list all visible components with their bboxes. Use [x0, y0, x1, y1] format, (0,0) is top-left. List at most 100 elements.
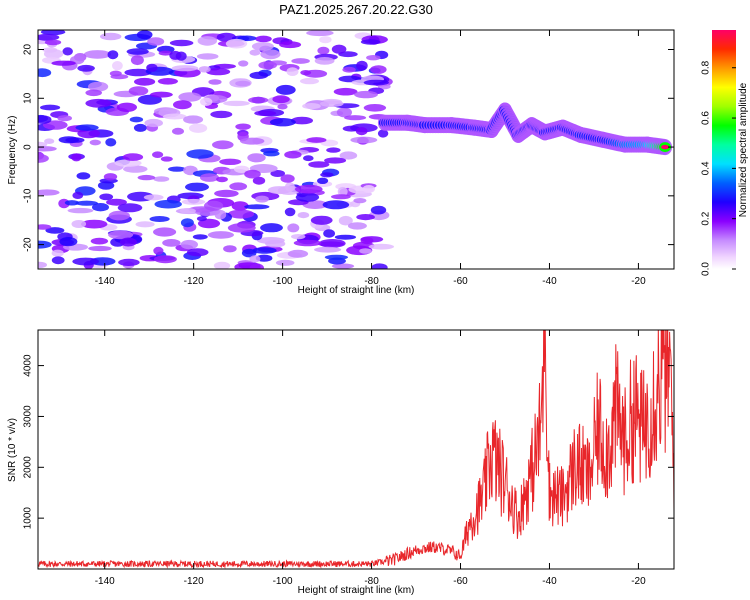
spectrogram-noise-blob: [38, 189, 60, 196]
spectrogram-noise-blob: [123, 165, 148, 173]
spectrogram-noise-blob: [260, 223, 283, 233]
spectrogram-noise-blob: [134, 77, 156, 86]
spectrogram-noise-blob: [249, 255, 261, 263]
spectrogram-noise-blob: [231, 201, 249, 211]
spectrogram-noise-blob: [252, 247, 277, 254]
colorbar-tick-label: 0.8: [701, 60, 712, 74]
y-tick-label: 4000: [23, 354, 34, 377]
spectrogram-noise-blob: [317, 177, 329, 184]
spectrogram-noise-blob: [214, 209, 227, 220]
spectrogram-noise-blob: [337, 186, 348, 197]
spectrogram-noise-blob: [303, 155, 314, 162]
spectrogram-noise-blob: [105, 138, 117, 147]
x-tick-label: -40: [542, 576, 557, 587]
spectrogram-noise-blob: [306, 30, 334, 37]
spectrogram-noise-blob: [287, 249, 309, 258]
spectrogram-noise-blob: [293, 239, 322, 247]
spectrogram-noise-blob: [286, 67, 299, 76]
spectrogram-noise-blob: [334, 234, 356, 240]
spectrogram-noise-blob: [38, 115, 52, 124]
spectrogram-noise-blob: [62, 47, 73, 56]
spectrogram-noise-blob: [196, 53, 219, 60]
spectrogram-noise-blob: [189, 123, 208, 133]
spectrogram-noise-blob: [169, 50, 182, 60]
spectrogram-noise-blob: [279, 41, 302, 49]
spectrogram-noise-blob: [300, 70, 312, 76]
snr-series-line: [38, 330, 674, 569]
spectrogram-noise-blob: [287, 223, 300, 233]
figure-title: PAZ1.2025.267.20.22.G30: [279, 2, 433, 17]
spectrogram-noise-blob: [371, 263, 388, 269]
spectrogram-noise-blob: [270, 170, 286, 177]
spectrogram-noise-blob: [377, 129, 389, 138]
colorbar-gradient: [712, 30, 736, 269]
spectrogram-noise-blob: [227, 209, 255, 219]
spectrogram-noise-blob: [168, 166, 186, 172]
spectrogram-noise-blob: [103, 173, 118, 181]
colorbar-tick-label: 0.0: [701, 262, 712, 276]
spectrogram-noise-blob: [153, 255, 177, 264]
spectrogram-noise-blob: [117, 203, 143, 213]
spectrogram-noise-blob: [314, 246, 342, 253]
spectrogram-noise-blob: [71, 153, 82, 162]
spectrogram-noise-blob: [354, 90, 378, 99]
spectrogram-noise-blob: [241, 248, 257, 258]
x-tick-label: -60: [453, 276, 468, 287]
colorbar: 0.0 0.2 0.4 0.6 0.8 Normalized spectral ampl…: [701, 30, 749, 276]
spectrogram-noise-blob: [186, 248, 209, 257]
spectrogram-noise-blob: [136, 30, 153, 40]
y-tick-label: 2000: [23, 456, 34, 479]
spectrogram-noise-blob: [45, 227, 65, 234]
spectrogram-noise-blob: [106, 198, 127, 206]
snr-y-label: SNR (10 * v/v): [7, 418, 18, 482]
spectrogram-noise-blob: [244, 204, 270, 210]
spectrogram-noise-blob: [135, 221, 155, 228]
spectrogram-noise-blob: [129, 116, 144, 123]
spectrogram-noise-blob: [324, 254, 348, 260]
spectrogram-noise-blob: [284, 150, 302, 159]
spectrogram-noise-blob: [238, 60, 249, 67]
spectrogram-panel: -140 -120 -100 -80 -60 -40 -20 20 10 0 -10 -20 Heig…: [7, 29, 675, 296]
spectrogram-noise-blob: [38, 240, 52, 249]
spectrogram-noise-blob: [320, 172, 334, 178]
spectrogram-noise-blob: [42, 47, 58, 53]
spectrogram-noise-blob: [360, 237, 374, 245]
snr-x-label: Height of straight line (km): [298, 585, 415, 596]
spectrogram-noise-blob: [51, 249, 64, 257]
spectrogram-noise-blob: [75, 200, 98, 206]
spectrogram-y-label: Frequency (Hz): [7, 116, 18, 185]
spectrogram-noise-blob: [204, 200, 224, 211]
spectrogram-noise-blob: [71, 220, 87, 228]
spectrogram-noise-blob: [160, 156, 173, 162]
colorbar-tick-label: 0.6: [701, 111, 712, 125]
x-tick-label: -40: [542, 276, 557, 287]
spectrogram-noise-blob: [112, 60, 123, 71]
spectrogram-noise-blob: [258, 61, 278, 70]
spectrogram-noise-blob: [146, 63, 158, 72]
x-tick-label: -100: [273, 576, 293, 587]
spectrogram-noise-blob: [157, 78, 178, 85]
spectrogram-noise-blob: [223, 245, 237, 253]
spectrogram-noise-blob: [43, 120, 68, 130]
spectrogram-noise-blob: [133, 123, 147, 132]
spectrogram-noise-blob: [44, 138, 55, 144]
spectrogram-noise-blob: [317, 46, 330, 55]
y-tick-label: 1000: [23, 507, 34, 530]
spectrogram-noise-blob: [363, 104, 387, 112]
spectrogram-noise-blob: [308, 161, 330, 168]
spectrogram-noise-blob: [153, 176, 170, 182]
spectrogram-noise-blob: [181, 198, 206, 205]
spectrogram-noise-blob: [38, 141, 48, 148]
spectrogram-noise-blob: [137, 174, 156, 181]
spectrogram-noise-blob: [38, 68, 52, 78]
spectrogram-noise-blob: [162, 113, 187, 120]
spectrogram-noise-blob: [212, 140, 234, 150]
spectrogram-noise-blob: [92, 203, 109, 212]
spectrogram-noise-blob: [336, 107, 352, 118]
x-tick-label: -100: [273, 276, 293, 287]
spectrogram-noise-blob: [344, 115, 367, 121]
spectrogram-noise-blob: [229, 182, 248, 191]
spectrogram-noise-blob: [150, 91, 173, 98]
spectrogram-noise-blob: [107, 50, 119, 60]
spectrogram-noise-blob: [255, 35, 272, 43]
